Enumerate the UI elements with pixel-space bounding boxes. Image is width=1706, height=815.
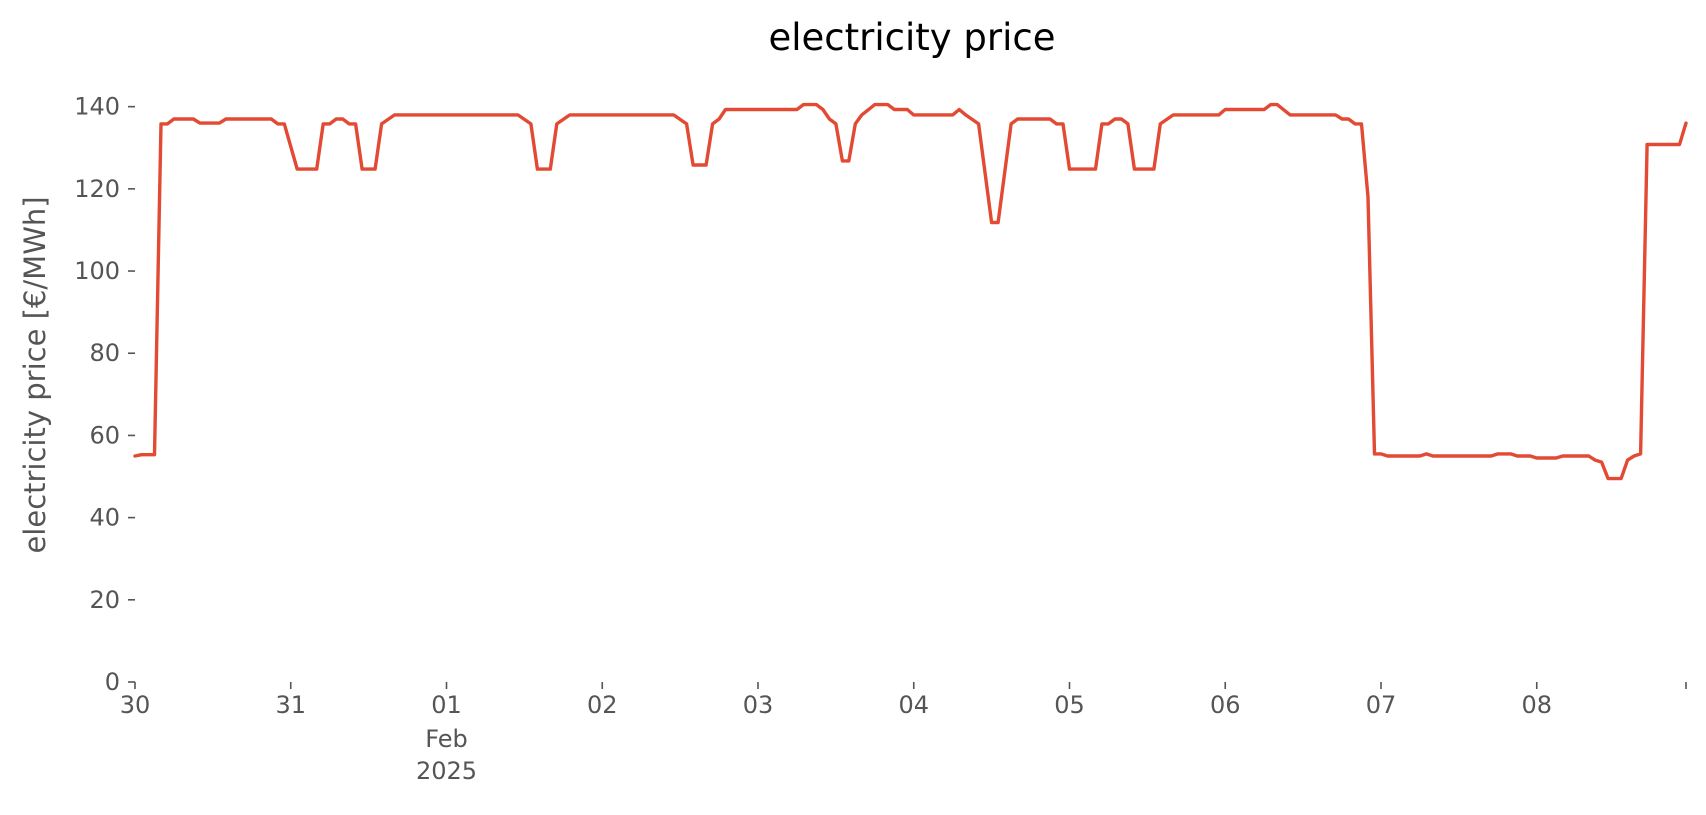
x-tick-label: 04 xyxy=(898,691,929,719)
y-tick-label: 20 xyxy=(89,586,120,614)
x-tick-label: 07 xyxy=(1366,691,1397,719)
y-tick-label: 140 xyxy=(74,93,120,121)
x-tick-sublabel: 2025 xyxy=(416,757,477,785)
price-series-line xyxy=(133,102,1688,481)
x-tick-label: 06 xyxy=(1210,691,1241,719)
series-group xyxy=(133,102,1688,481)
x-tick-label: 05 xyxy=(1054,691,1085,719)
x-tick-label: 01 xyxy=(431,691,462,719)
y-tick-label: 0 xyxy=(105,668,120,696)
x-tick-label: 03 xyxy=(743,691,774,719)
y-tick-label: 40 xyxy=(89,504,120,532)
x-tick-label: 08 xyxy=(1521,691,1552,719)
x-axis: 30 31 01 Feb 2025 02 03 04 05 06 07 08 xyxy=(120,682,1687,785)
y-tick-label: 60 xyxy=(89,421,120,449)
chart-title: electricity price xyxy=(768,16,1055,59)
y-tick-label: 100 xyxy=(74,257,120,285)
y-tick-label: 120 xyxy=(74,175,120,203)
y-axis-label: electricity price [€/MWh] xyxy=(18,196,52,553)
y-tick-label: 80 xyxy=(89,339,120,367)
y-axis: 0 20 40 60 80 100 120 140 xyxy=(74,93,135,696)
x-tick-label: 02 xyxy=(587,691,618,719)
x-tick-sublabel: Feb xyxy=(425,725,468,753)
x-tick-label: 30 xyxy=(120,691,151,719)
x-tick-label: 31 xyxy=(275,691,306,719)
